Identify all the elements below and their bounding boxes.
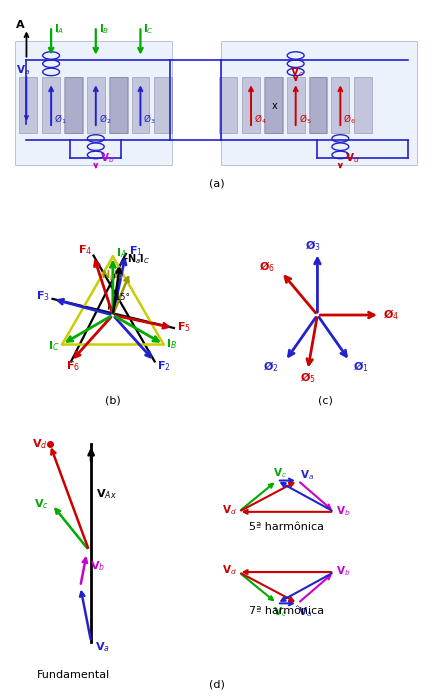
Text: F$_4$: F$_4$ <box>78 243 92 256</box>
Text: Ø$_3$: Ø$_3$ <box>306 238 321 253</box>
Text: V$_d$: V$_d$ <box>345 151 359 165</box>
Text: V$_b$: V$_b$ <box>90 560 105 574</box>
Bar <box>155 77 172 133</box>
Text: V$_b$: V$_b$ <box>336 504 351 518</box>
Text: A: A <box>16 20 25 31</box>
Text: V$_a$: V$_a$ <box>298 606 312 619</box>
Text: Ø$_3$: Ø$_3$ <box>143 113 156 126</box>
Text: F$_1$: F$_1$ <box>128 244 143 258</box>
Text: Ø$_1$: Ø$_1$ <box>353 359 369 374</box>
Text: I$_C$: I$_C$ <box>143 22 155 36</box>
Bar <box>309 77 326 133</box>
Text: F$_6$: F$_6$ <box>66 359 80 372</box>
Text: Ø$_1$: Ø$_1$ <box>54 113 67 126</box>
Bar <box>265 77 283 133</box>
Text: I$_A$: I$_A$ <box>116 246 127 259</box>
Bar <box>20 77 37 133</box>
Text: (d): (d) <box>209 680 225 689</box>
Text: Ø$_5$: Ø$_5$ <box>299 113 311 126</box>
Text: V$_d$: V$_d$ <box>222 503 237 516</box>
Bar <box>42 77 60 133</box>
Text: -N$_a$I$_C$: -N$_a$I$_C$ <box>123 252 150 266</box>
Text: x: x <box>271 100 277 111</box>
Bar <box>221 41 417 165</box>
Text: 15°: 15° <box>115 293 131 302</box>
Text: V$_{Ax}$: V$_{Ax}$ <box>96 487 117 501</box>
Text: (b): (b) <box>105 396 121 406</box>
Text: V$_c$: V$_c$ <box>290 66 304 79</box>
Text: 5ª harmônica: 5ª harmônica <box>249 522 324 532</box>
Text: V$_c$: V$_c$ <box>273 606 286 619</box>
Text: F$_3$: F$_3$ <box>36 289 49 302</box>
Text: V$_a$: V$_a$ <box>95 641 110 654</box>
Text: I$_C$: I$_C$ <box>48 339 60 353</box>
Bar <box>15 41 172 165</box>
Text: V$_d$: V$_d$ <box>32 437 47 451</box>
Text: 7ª harmônica: 7ª harmônica <box>249 606 324 616</box>
Text: Ø$_4$: Ø$_4$ <box>383 307 399 322</box>
Text: (c): (c) <box>318 396 333 406</box>
Bar <box>64 77 82 133</box>
Text: Ø$_2$: Ø$_2$ <box>263 359 279 374</box>
Text: I$_A$: I$_A$ <box>54 22 65 36</box>
Bar <box>87 77 105 133</box>
Text: V$_c$: V$_c$ <box>273 467 286 480</box>
Bar <box>332 77 349 133</box>
Text: Ø$_5$: Ø$_5$ <box>300 371 316 385</box>
Bar <box>219 77 237 133</box>
Bar <box>132 77 149 133</box>
Text: V$_b$: V$_b$ <box>336 565 351 579</box>
Bar <box>354 77 372 133</box>
Text: F$_2$: F$_2$ <box>157 359 171 372</box>
Bar <box>242 77 260 133</box>
Bar <box>110 77 128 133</box>
Text: F$_5$: F$_5$ <box>177 320 191 334</box>
Bar <box>287 77 305 133</box>
Text: V$_a$: V$_a$ <box>300 468 314 482</box>
Bar <box>264 77 282 133</box>
Text: Fundamental: Fundamental <box>37 670 110 680</box>
Text: V$_d$: V$_d$ <box>222 563 237 577</box>
Text: V$_b$: V$_b$ <box>100 151 115 165</box>
Text: N$_p$I$_A$: N$_p$I$_A$ <box>101 268 124 283</box>
Text: (a): (a) <box>209 178 225 188</box>
Text: V$_c$: V$_c$ <box>34 497 49 511</box>
Text: Ø$_6$: Ø$_6$ <box>259 259 275 274</box>
Bar <box>309 77 328 133</box>
Bar <box>108 77 126 133</box>
Bar <box>65 77 83 133</box>
Text: V$_a$: V$_a$ <box>16 63 30 77</box>
Text: I$_B$: I$_B$ <box>166 337 178 351</box>
Text: Ø$_6$: Ø$_6$ <box>343 113 356 126</box>
Text: I$_B$: I$_B$ <box>99 22 109 36</box>
Text: Ø$_4$: Ø$_4$ <box>254 113 267 126</box>
Text: Ø$_2$: Ø$_2$ <box>99 113 112 126</box>
